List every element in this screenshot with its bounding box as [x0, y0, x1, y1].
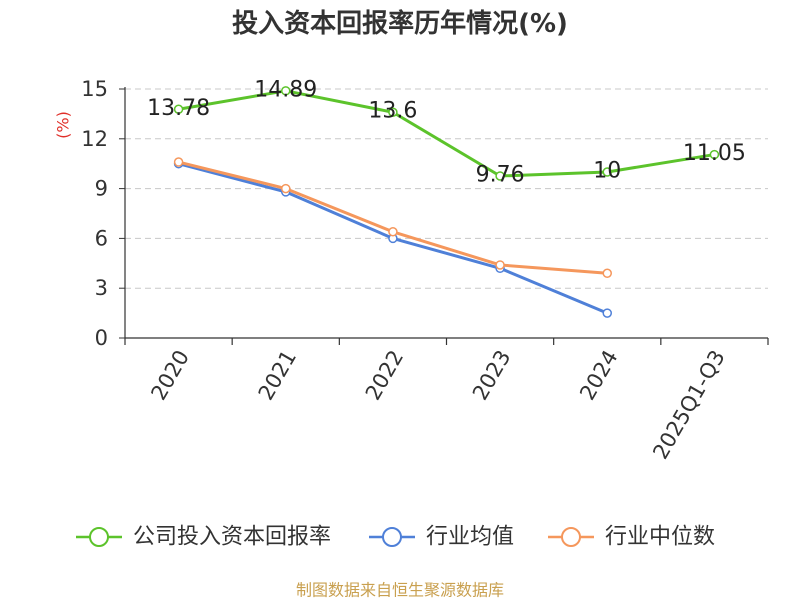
legend-label: 公司投入资本回报率	[133, 525, 331, 550]
data-point	[602, 268, 612, 279]
data-point	[602, 308, 612, 318]
data-label: 9.76	[476, 162, 525, 187]
series-industry-median	[173, 157, 612, 279]
series-layer	[173, 86, 720, 318]
data-point	[495, 260, 505, 270]
data-point	[495, 171, 505, 181]
y-tick-label: 6	[95, 226, 108, 250]
data-point	[709, 149, 720, 160]
data-label: 13.78	[147, 96, 210, 121]
data-point	[388, 227, 398, 237]
gridlines	[125, 88, 768, 289]
legend-marker-icon	[382, 527, 402, 547]
series-line	[177, 89, 716, 178]
y-tick-label: 12	[81, 127, 108, 151]
legend-item: 行业中位数	[548, 525, 715, 550]
y-axis-label: (%)	[54, 111, 73, 139]
y-tick-label: 15	[81, 77, 108, 101]
legend-label: 行业均值	[426, 525, 514, 550]
legend-item: 行业均值	[369, 525, 514, 550]
legend-marker-icon	[561, 527, 581, 547]
source-note: 制图数据来自恒生聚源数据库	[296, 581, 504, 600]
y-tick-label: 0	[95, 326, 108, 350]
data-point	[602, 167, 612, 177]
data-labels: 13.78 14.89 13.6 9.76 10 11.05	[147, 77, 746, 187]
legend-item: 公司投入资本回报率	[76, 525, 331, 550]
data-point	[281, 183, 291, 194]
data-point	[173, 157, 184, 167]
data-point	[388, 107, 398, 117]
data-label: 10	[593, 159, 621, 184]
series-company-roic	[173, 86, 720, 181]
y-tick-label: 3	[95, 276, 108, 300]
legend: 公司投入资本回报率 行业均值 行业中位数	[76, 525, 715, 550]
data-label: 14.89	[254, 77, 317, 102]
y-tick-label: 9	[95, 177, 108, 201]
data-point	[173, 104, 184, 115]
legend-label: 行业中位数	[605, 525, 715, 550]
legend-marker-icon	[89, 527, 109, 547]
data-label: 13.6	[368, 99, 417, 124]
data-point	[281, 86, 291, 96]
data-label: 11.05	[683, 141, 746, 166]
chart-title: 投入资本回报率历年情况(%)	[232, 8, 568, 39]
